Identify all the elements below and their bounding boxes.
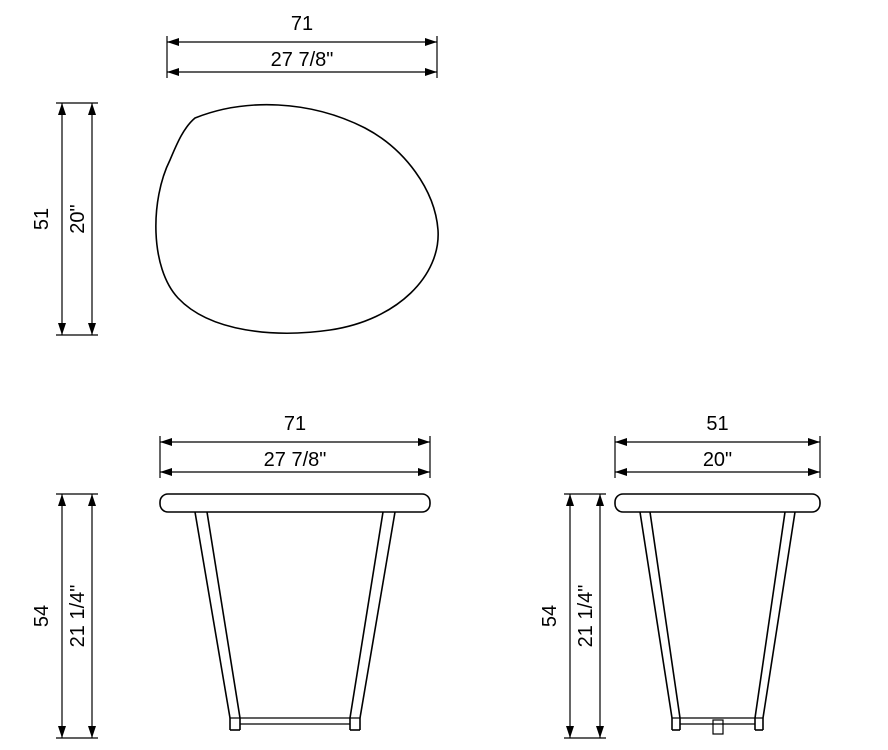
dim-inch: 21 1/4" [575,585,597,648]
dim-cm: 51 [31,208,53,230]
dim-cm: 54 [539,605,561,627]
dim-cm: 71 [291,13,313,35]
dim-cm: 54 [31,605,53,627]
dim-inch: 27 7/8" [264,449,327,471]
front-elevation: 71 27 7/8" 54 21 1/4" [31,413,430,738]
tabletop-outline [156,105,438,333]
plan-view: 71 27 7/8" 51 20" [31,13,438,335]
width-dimension: 51 20" [615,413,820,478]
side-elevation: 51 20" 54 21 1/4" [539,413,820,738]
table-legs [195,512,395,730]
width-dimension: 71 27 7/8" [160,413,430,478]
dim-cm: 51 [706,413,728,435]
table-legs [640,512,795,734]
width-dimension: 71 27 7/8" [167,13,437,78]
height-dimension: 54 21 1/4" [539,494,606,738]
height-dimension: 51 20" [31,103,98,335]
dim-inch: 21 1/4" [67,585,89,648]
dim-inch: 27 7/8" [271,49,334,71]
dim-inch: 20" [67,204,89,233]
dim-cm: 71 [284,413,306,435]
height-dimension: 54 21 1/4" [31,494,98,738]
dim-inch: 20" [703,449,732,471]
tech-drawing: 71 27 7/8" 51 20" 71 27 7/8" 54 21 1/4" 51 20" 54 2… [0,0,888,750]
